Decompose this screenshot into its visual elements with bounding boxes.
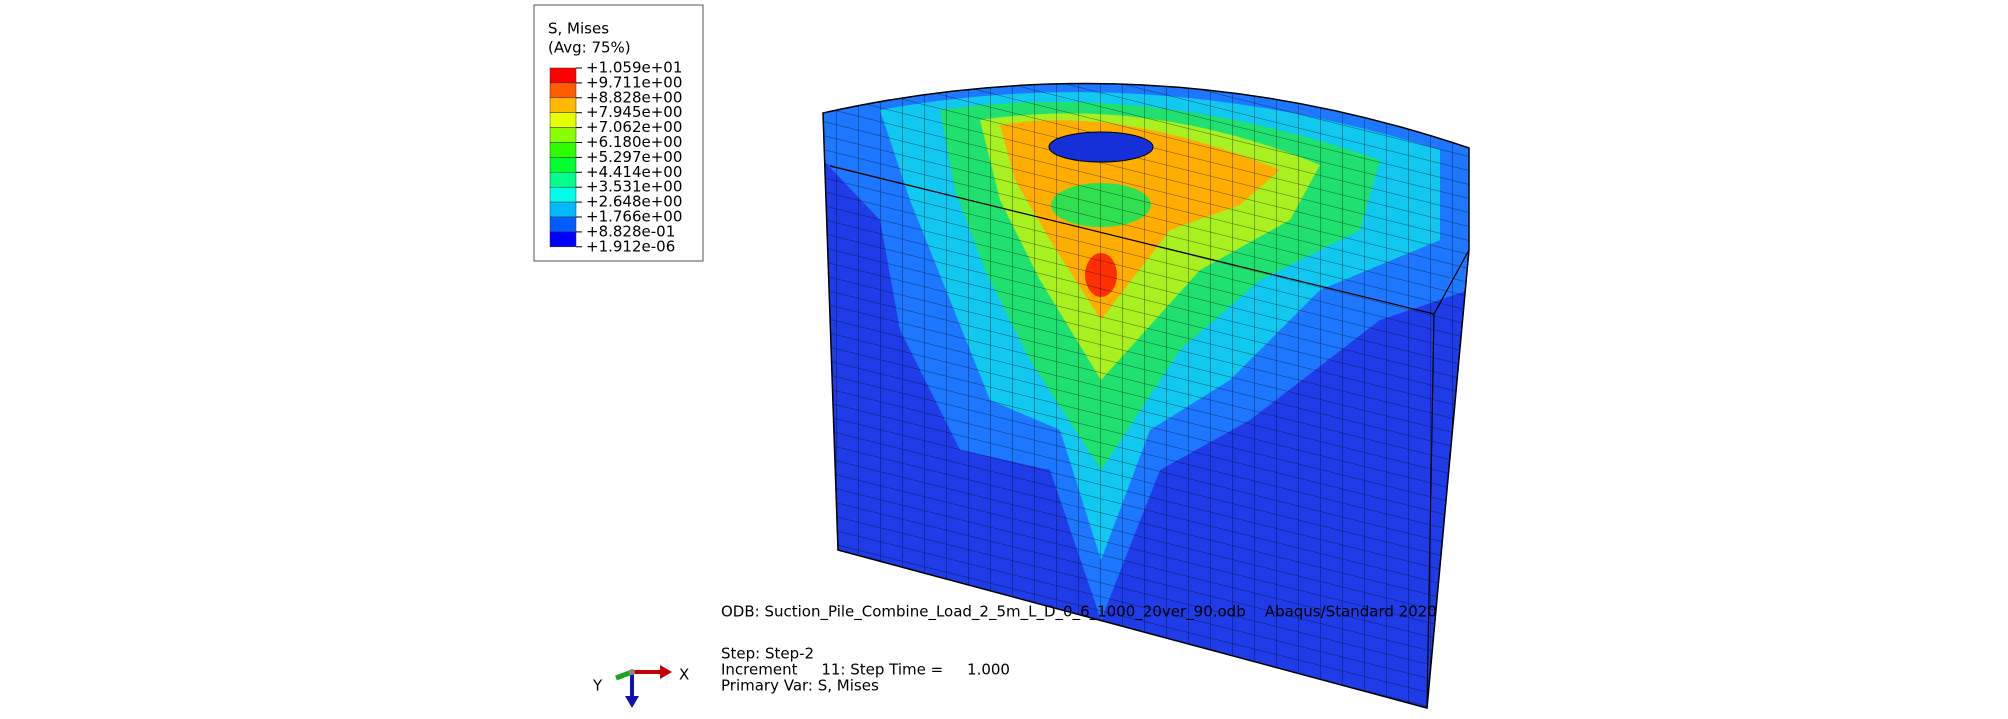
legend-label: +3.531e+00: [586, 178, 682, 196]
legend-swatch: [549, 231, 577, 248]
triad-x-head: [660, 665, 672, 679]
legend-swatch: [549, 112, 577, 128]
legend-swatch: [549, 67, 577, 84]
triad-origin: [629, 669, 635, 675]
primary-var-text: Primary Var: S, Mises: [721, 677, 879, 695]
legend-label: +6.180e+00: [586, 133, 682, 151]
odb-text: ODB: Suction_Pile_Combine_Load_2_5m_L_D_…: [721, 603, 1437, 622]
legend-subtitle: (Avg: 75%): [548, 39, 631, 57]
triad-y-label: Y: [592, 677, 603, 695]
legend: S, Mises (Avg: 75%) +1.059e+01+9.711e+00…: [533, 4, 704, 262]
legend-swatch: [549, 157, 577, 173]
model: [822, 82, 1470, 709]
legend-swatch: [549, 186, 577, 203]
legend-swatch: [549, 201, 577, 218]
legend-label: +8.828e-01: [586, 222, 675, 240]
legend-label: +7.945e+00: [586, 103, 682, 121]
legend-label: +9.711e+00: [586, 73, 682, 91]
legend-label: +8.828e+00: [586, 88, 682, 106]
triad-x-label: X: [679, 666, 689, 684]
model-outline: [822, 82, 1470, 709]
legend-label: +7.062e+00: [586, 118, 682, 136]
triad-z-head: [625, 696, 639, 708]
triad: X Y: [592, 665, 689, 708]
legend-label: +1.059e+01: [586, 59, 682, 77]
edge: [1426, 313, 1435, 709]
legend-label: +2.648e+00: [586, 193, 682, 211]
increment-text: Increment 11: Step Time = 1.000: [721, 661, 1010, 679]
legend-swatch: [549, 172, 577, 188]
legend-label: +1.766e+00: [586, 208, 682, 226]
legend-title: S, Mises: [548, 20, 609, 38]
legend-label: +1.912e-06: [586, 237, 675, 255]
legend-label: +5.297e+00: [586, 148, 682, 166]
legend-swatch: [549, 82, 577, 99]
legend-swatch: [549, 97, 577, 113]
step-text: Step: Step-2: [721, 645, 814, 663]
legend-swatch: [549, 216, 577, 233]
pile-top: [1048, 131, 1154, 163]
legend-swatch: [549, 142, 577, 158]
legend-label: +4.414e+00: [586, 163, 682, 181]
legend-swatch: [549, 127, 577, 143]
legend-items: +1.059e+01+9.711e+00+8.828e+00+7.945e+00…: [549, 59, 682, 255]
info: ODB: Suction_Pile_Combine_Load_2_5m_L_D_…: [721, 603, 1437, 695]
